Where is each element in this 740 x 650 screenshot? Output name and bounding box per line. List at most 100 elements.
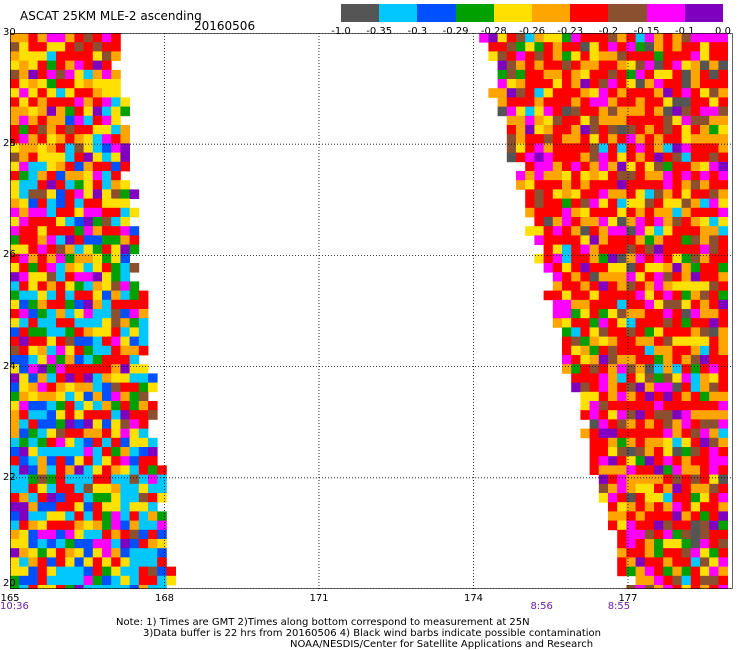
data-cell bbox=[654, 51, 664, 61]
data-cell bbox=[10, 557, 20, 567]
data-cell bbox=[92, 207, 103, 218]
data-cell bbox=[635, 566, 646, 577]
data-cell bbox=[92, 539, 103, 549]
data-cell bbox=[617, 226, 627, 236]
data-cell bbox=[28, 106, 38, 117]
data-cell bbox=[617, 171, 627, 181]
data-cell bbox=[92, 502, 103, 512]
data-cell bbox=[534, 33, 544, 43]
data-cell bbox=[37, 474, 48, 485]
data-cell bbox=[46, 474, 57, 485]
data-cell bbox=[111, 557, 121, 567]
data-cell bbox=[571, 217, 581, 227]
data-cell bbox=[654, 327, 664, 337]
data-cell bbox=[10, 290, 20, 301]
data-cell bbox=[672, 217, 682, 227]
data-cell bbox=[690, 520, 701, 531]
data-cell bbox=[10, 88, 20, 98]
data-cell bbox=[102, 88, 112, 98]
data-cell bbox=[516, 171, 526, 181]
data-cell bbox=[37, 575, 48, 586]
data-cell bbox=[635, 428, 646, 439]
data-cell bbox=[28, 557, 38, 567]
data-cell bbox=[506, 88, 517, 98]
data-cell bbox=[672, 493, 682, 503]
data-cell bbox=[718, 520, 728, 531]
data-cell bbox=[681, 575, 692, 586]
longitude-label: 168 bbox=[154, 593, 175, 604]
data-cell bbox=[148, 539, 158, 549]
data-cell bbox=[19, 391, 29, 402]
data-cell bbox=[10, 428, 20, 439]
data-cell bbox=[543, 88, 554, 98]
data-cell bbox=[663, 465, 673, 475]
data-cell bbox=[102, 51, 112, 61]
data-cell bbox=[19, 566, 29, 577]
data-cell bbox=[37, 465, 48, 475]
data-cell bbox=[663, 474, 673, 485]
data-cell bbox=[102, 382, 112, 393]
data-cell bbox=[700, 391, 710, 402]
data-cell bbox=[709, 529, 719, 540]
longitude-label: 177 bbox=[618, 593, 638, 604]
data-cell bbox=[681, 125, 692, 135]
data-cell bbox=[120, 180, 130, 190]
data-cell bbox=[589, 465, 600, 475]
data-cell bbox=[672, 373, 682, 383]
data-cell bbox=[19, 548, 29, 558]
data-cell bbox=[46, 299, 57, 310]
data-cell bbox=[65, 60, 75, 71]
data-cell bbox=[37, 115, 48, 126]
data-cell bbox=[129, 520, 140, 531]
data-cell bbox=[654, 447, 664, 457]
colorbar-label: -0.29 bbox=[442, 26, 469, 37]
data-cell bbox=[663, 309, 673, 319]
data-cell bbox=[46, 410, 57, 420]
data-cell bbox=[644, 401, 655, 411]
data-cell bbox=[598, 483, 609, 494]
data-cell bbox=[654, 207, 664, 218]
data-cell bbox=[65, 502, 75, 512]
data-cell bbox=[617, 60, 627, 71]
data-cell bbox=[65, 33, 75, 43]
colorbar-segment bbox=[570, 4, 609, 22]
data-cell bbox=[626, 557, 636, 567]
data-cell bbox=[525, 88, 535, 98]
data-cell bbox=[111, 520, 121, 531]
data-cell bbox=[46, 79, 57, 89]
data-cell bbox=[654, 217, 664, 227]
data-cell bbox=[28, 373, 38, 383]
data-cell bbox=[580, 345, 590, 356]
data-cell bbox=[580, 79, 590, 89]
data-cell bbox=[690, 180, 701, 190]
data-cell bbox=[92, 189, 103, 199]
data-cell bbox=[663, 263, 673, 273]
data-cell bbox=[672, 226, 682, 236]
data-cell bbox=[626, 189, 636, 199]
data-cell bbox=[626, 51, 636, 61]
data-cell bbox=[46, 263, 57, 273]
data-cell bbox=[148, 585, 158, 589]
data-cell bbox=[129, 235, 140, 245]
data-cell bbox=[617, 456, 627, 466]
data-cell bbox=[608, 299, 618, 310]
data-cell bbox=[65, 263, 75, 273]
data-cell bbox=[690, 465, 701, 475]
data-cell bbox=[10, 217, 20, 227]
data-cell bbox=[718, 180, 728, 190]
data-cell bbox=[37, 189, 48, 199]
data-cell bbox=[19, 511, 29, 521]
data-cell bbox=[589, 401, 600, 411]
data-cell bbox=[718, 382, 728, 393]
data-cell bbox=[608, 401, 618, 411]
data-cell bbox=[102, 106, 112, 117]
data-cell bbox=[672, 465, 682, 475]
data-cell bbox=[19, 198, 29, 209]
data-cell bbox=[56, 575, 66, 586]
data-cell bbox=[562, 318, 572, 328]
data-cell bbox=[10, 143, 20, 153]
data-cell bbox=[617, 290, 627, 301]
data-cell bbox=[580, 161, 590, 172]
data-cell bbox=[626, 161, 636, 172]
data-cell bbox=[571, 33, 581, 43]
